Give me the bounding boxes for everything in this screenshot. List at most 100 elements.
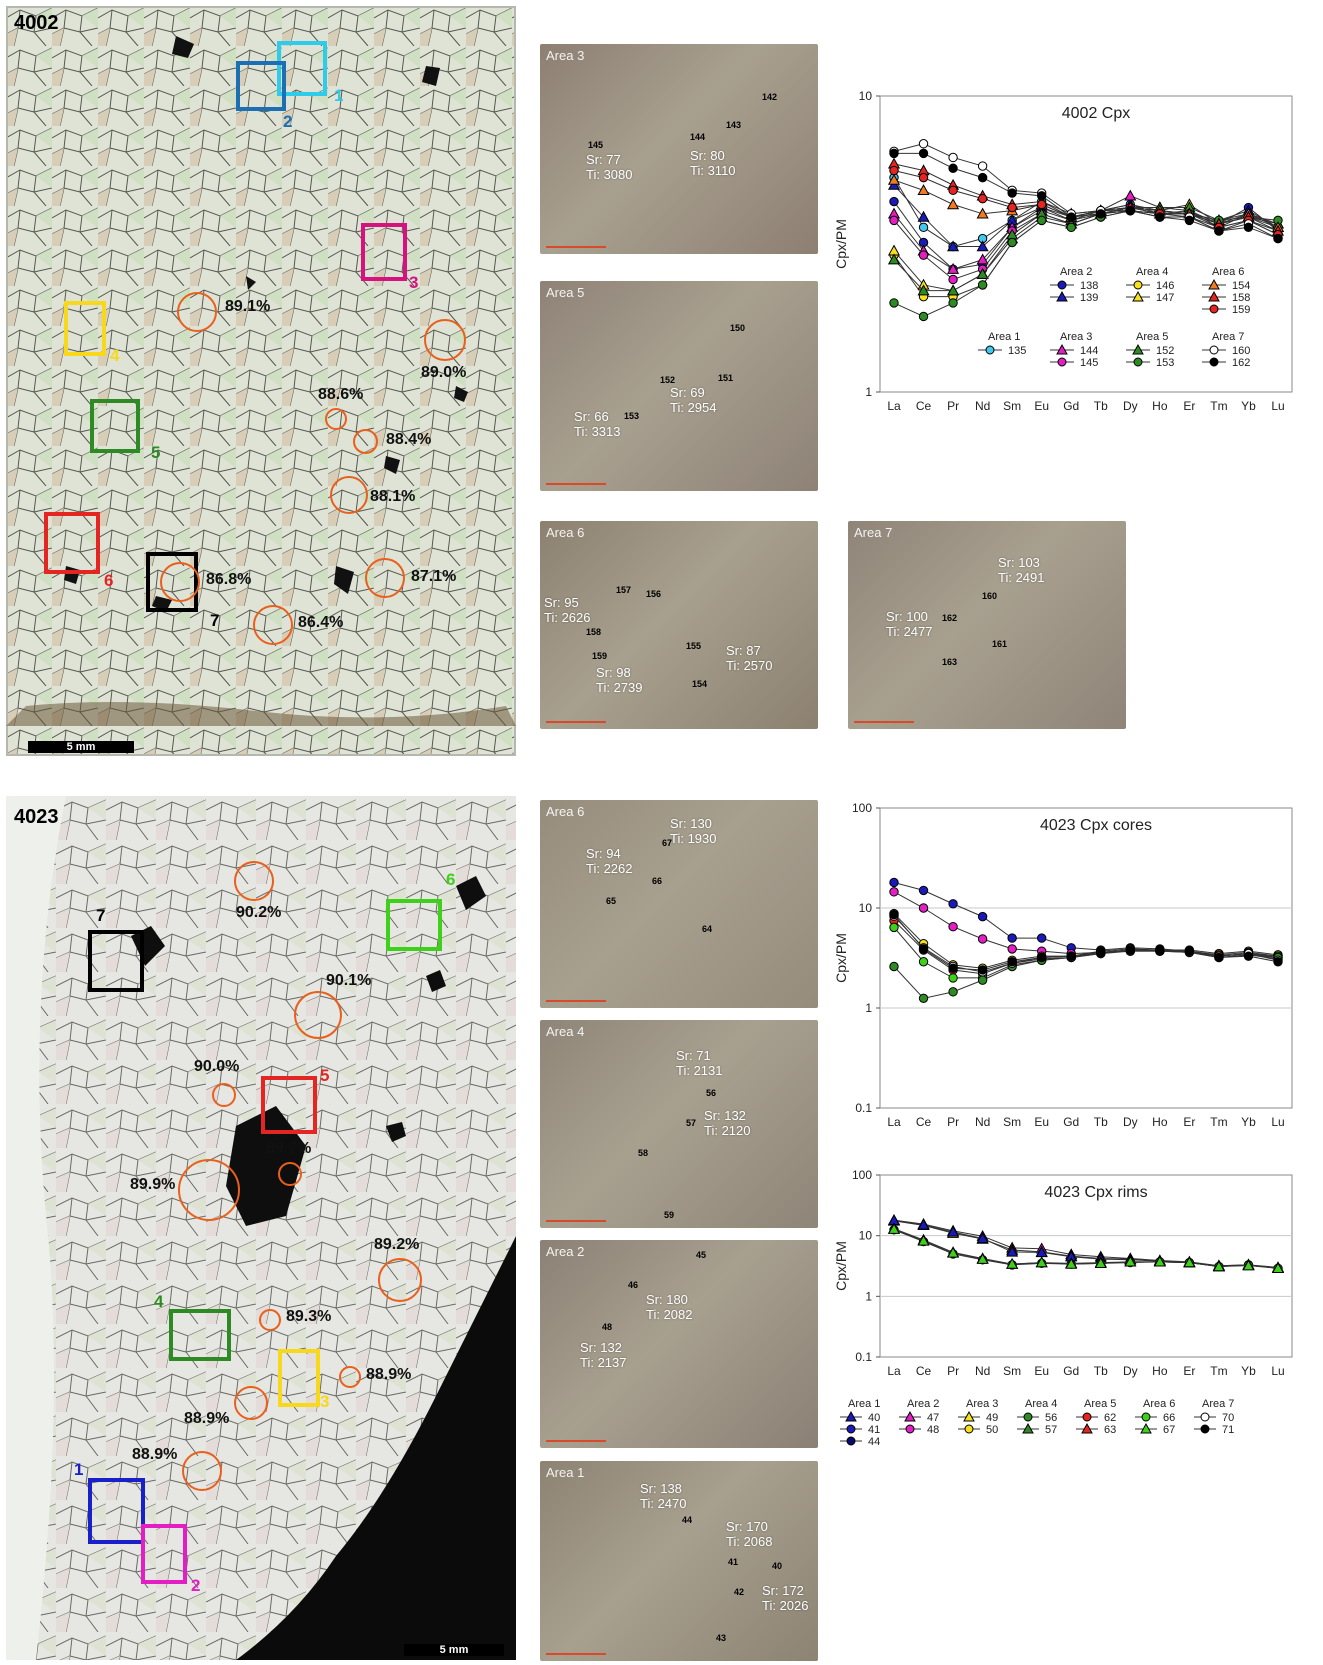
data-marker [1036, 952, 1047, 963]
area-number-5: 5 [320, 1066, 330, 1085]
area-number-1: 1 [74, 1460, 84, 1479]
fo-label: 88.1% [370, 488, 416, 505]
sr-ti-label: Sr: 77 Ti: 3080 [586, 152, 633, 182]
data-marker [1273, 957, 1283, 967]
legend-label: 145 [1080, 357, 1098, 369]
data-marker [1006, 1245, 1019, 1257]
fo-circle [278, 1162, 302, 1186]
x-tick-label: Er [1183, 1115, 1195, 1129]
spot-id: 162 [942, 613, 958, 623]
data-marker [977, 161, 988, 171]
data-marker [1007, 202, 1017, 213]
legend-label: 57 [1045, 1424, 1057, 1436]
data-marker [1036, 933, 1047, 943]
data-marker [918, 148, 929, 159]
chart-4023-cpx-cores: 0.1 1 10 100 La Ce Pr Nd Sm Eu Gd Tb Dy Ho Er Tm Yb Lu Cpx… [833, 801, 1293, 1129]
area-number-4: 4 [110, 346, 120, 365]
x-tick-label: Tb [1094, 1115, 1108, 1129]
sr-ti-label: Sr: 69 Ti: 2954 [670, 385, 717, 415]
fo-circle [325, 408, 347, 430]
sr-ti-label: Sr: 80 Ti: 3110 [690, 148, 736, 178]
fo-circle [294, 991, 342, 1039]
area-number-3: 3 [409, 273, 419, 292]
data-marker [1082, 1412, 1092, 1422]
data-marker [976, 253, 989, 265]
fo-label: 89.0% [421, 364, 467, 381]
chart-4002-cpx: 1 10 La Ce Pr Nd Sm Eu Gd Tb Dy Ho Er Tm Yb Lu Cpx/PM 400… [833, 90, 1293, 413]
fo-label: 88.9% [184, 1410, 230, 1427]
area-number-2: 2 [191, 1576, 201, 1595]
plot-frame [879, 807, 1293, 1109]
data-marker [1036, 191, 1047, 201]
data-marker [1006, 1257, 1019, 1269]
legend-group-title: Area 4 [1136, 266, 1168, 278]
spot-id: 42 [734, 1587, 745, 1597]
data-marker [948, 963, 958, 973]
legend-label: 146 [1156, 280, 1174, 292]
series-line [893, 920, 1279, 975]
x-tick-label: Tm [1210, 399, 1227, 413]
area-box-4 [64, 301, 106, 356]
series-67 [887, 1222, 1285, 1273]
x-tick-label: Dy [1123, 399, 1138, 413]
fo-label: 88.9% [132, 1446, 178, 1463]
spot-id: 46 [628, 1280, 639, 1290]
x-tick-label: La [887, 1115, 901, 1129]
fo-label: 89.7% [266, 1140, 312, 1157]
x-tick-label: Sm [1003, 1364, 1021, 1378]
x-tick-label: Eu [1034, 1115, 1049, 1129]
data-marker [977, 280, 988, 290]
series-line [894, 152, 1279, 239]
spot-id: 48 [602, 1322, 613, 1332]
x-tick-label: Tb [1094, 399, 1108, 413]
legend-group-title: Area 2 [907, 1398, 939, 1410]
data-marker [1200, 1412, 1210, 1422]
data-marker [1124, 189, 1137, 201]
data-marker [1184, 946, 1195, 956]
spot-id: 156 [646, 589, 662, 599]
legend-group-title: Area 2 [1060, 266, 1092, 278]
y-tick-label: 0.1 [855, 1350, 872, 1364]
sample-label: 4023 [14, 806, 59, 828]
fo-circle [212, 1083, 236, 1107]
data-marker [1140, 1422, 1152, 1434]
x-tick-label: La [887, 399, 901, 413]
data-marker [985, 345, 995, 355]
data-marker [963, 1410, 975, 1422]
data-marker [1036, 215, 1047, 226]
scale-bar: 5 mm [404, 1644, 504, 1656]
data-marker [1184, 215, 1195, 226]
data-marker [1155, 945, 1165, 955]
spot-id: 152 [660, 375, 676, 385]
data-marker [947, 240, 960, 252]
x-tick-label: Ce [916, 1364, 932, 1378]
legend-label: 71 [1222, 1424, 1234, 1436]
photo-title: Area 6 [546, 525, 585, 540]
fo-label: 88.9% [366, 1366, 412, 1383]
series-line [893, 207, 1279, 292]
x-tick-label: La [887, 1364, 901, 1378]
chart-title: 4023 Cpx cores [1040, 817, 1152, 834]
photo-scale-bar [546, 1653, 606, 1655]
data-marker [1183, 1256, 1196, 1268]
photo-title: Area 7 [854, 525, 893, 540]
legend-label: 70 [1222, 1412, 1234, 1424]
photo-area-4-4023: Area 4 Sr: 71 Ti: 2131 Sr: 132 Ti: 2120 … [540, 1020, 818, 1228]
x-tick-label: Nd [975, 399, 990, 413]
area-box-6 [386, 899, 442, 951]
legend-group-title: Area 7 [1212, 331, 1244, 343]
y-tick-label: 0.1 [855, 1101, 872, 1115]
photo-title: Area 4 [546, 1024, 585, 1039]
legend-group-title: Area 1 [848, 1398, 880, 1410]
photo-scale-bar [854, 721, 914, 723]
data-marker [1066, 951, 1076, 961]
x-tick-label: Lu [1271, 1364, 1284, 1378]
data-marker [1023, 1412, 1033, 1422]
sr-ti-label: Sr: 138 Ti: 2470 [640, 1481, 687, 1511]
scale-bar: 5 mm [28, 741, 134, 753]
fo-label: 89.3% [286, 1308, 332, 1325]
legend-label: 62 [1104, 1412, 1116, 1424]
data-marker [1214, 226, 1224, 236]
x-tick-label: Yb [1241, 1115, 1256, 1129]
legend-label: 47 [927, 1412, 939, 1424]
